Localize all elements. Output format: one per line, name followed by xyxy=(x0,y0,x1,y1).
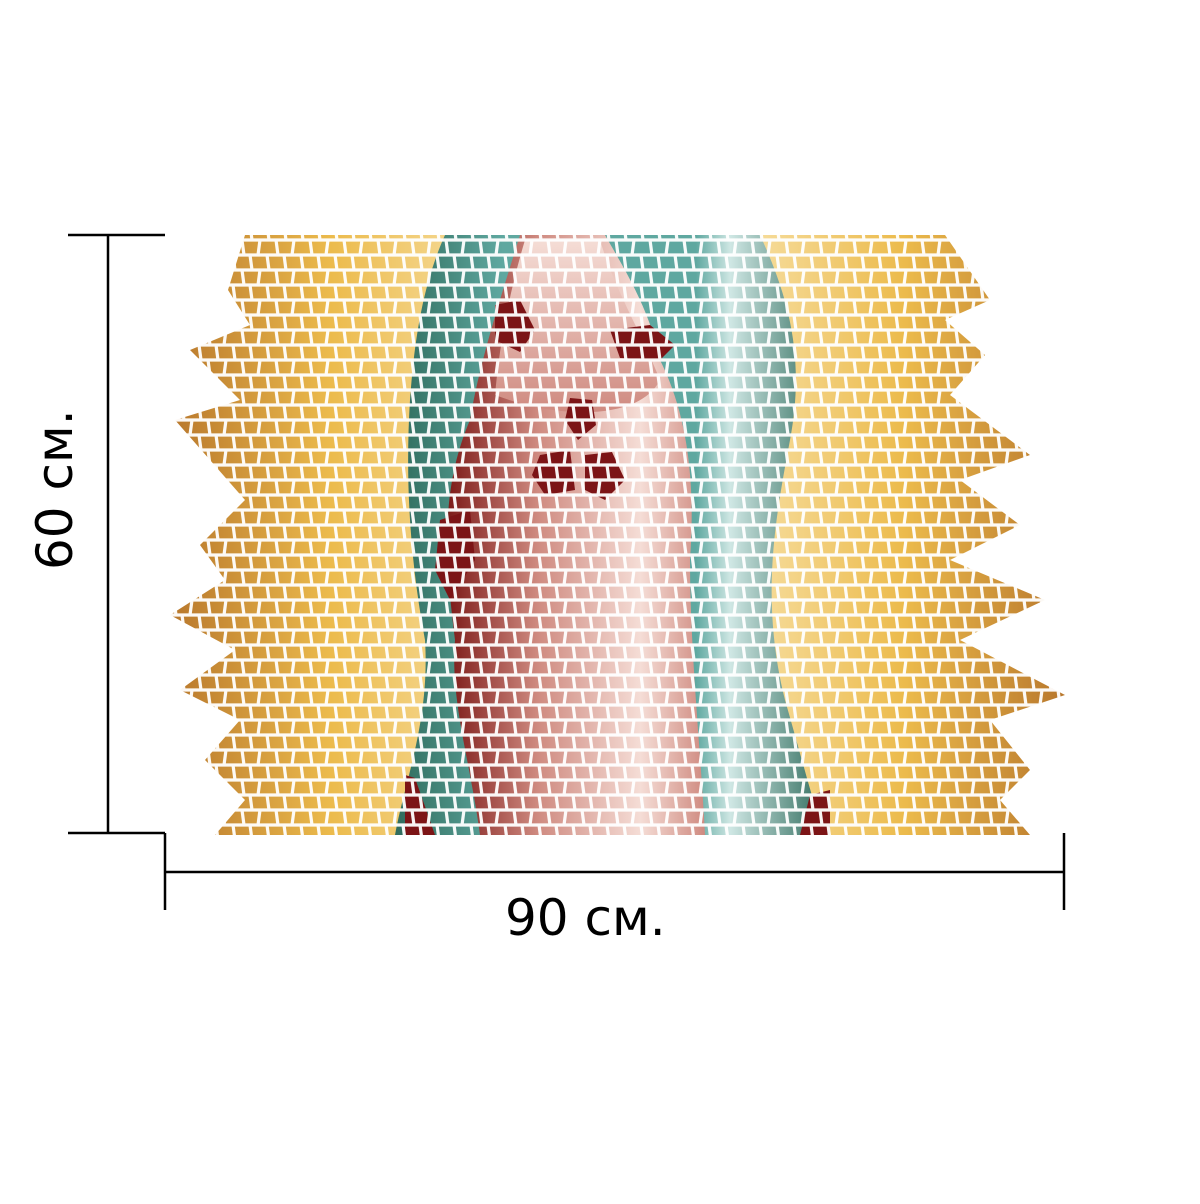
mosaic-tiles xyxy=(165,235,1065,835)
width-dimension-line xyxy=(163,833,1066,910)
height-label: 60 см. xyxy=(26,409,84,570)
width-label: 90 см. xyxy=(505,889,666,947)
height-dimension-line xyxy=(68,233,165,835)
